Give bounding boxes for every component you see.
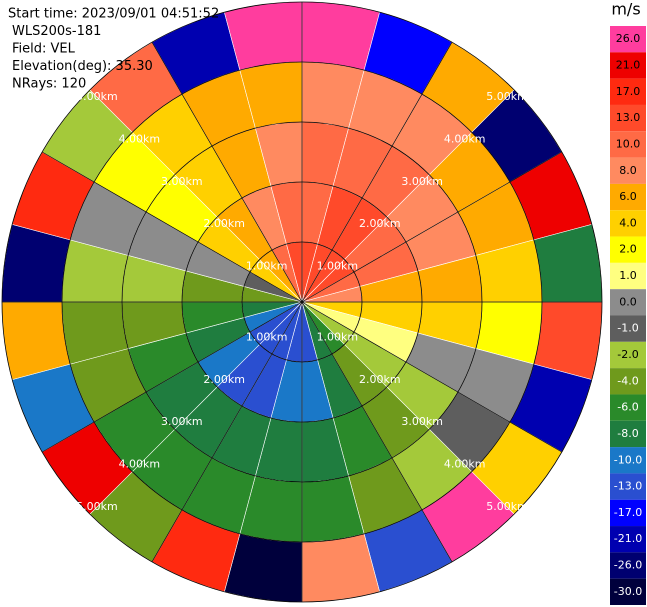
range-label: 1.00km [246,330,288,343]
range-label: 2.00km [359,217,401,230]
info-line: NRays: 120 [12,77,86,92]
range-label: 3.00km [161,175,203,188]
spoke [151,42,303,303]
colorbar-cell [610,104,646,132]
colorbar-cell [610,420,646,448]
colorbar-label: 1.0 [619,269,637,282]
range-label: 5.00km [76,500,118,513]
colorbar-label: 17.0 [616,85,641,98]
colorbar-label: 6.0 [619,190,637,203]
colorbar-label: -6.0 [617,401,638,414]
range-label: 1.00km [317,260,359,273]
colorbar-unit: m/s [611,0,640,19]
info-block: Start time: 2023/09/01 04:51:52 WLS200s-1… [8,7,219,92]
colorbar-cell [610,552,646,579]
colorbar-label: 21.0 [616,58,641,71]
spoke [42,301,303,453]
range-label: 3.00km [401,175,443,188]
range-label: 2.00km [203,373,245,386]
colorbar-cell [610,499,646,527]
range-label: 3.00km [401,415,443,428]
spoke [301,42,453,303]
range-label: 4.00km [119,132,161,145]
colorbar-cell [610,315,646,342]
colorbar-cell [610,447,646,474]
colorbar-cell [610,131,646,158]
colorbar-label: -17.0 [614,506,642,519]
ppi-plot: 1.00km 1.00km 1.00km 1.00km 2.00km 2.00km 2.00… [1,1,603,603]
colorbar-label: 13.0 [616,111,641,124]
colorbar-cell [610,262,646,290]
range-ring [121,121,483,483]
colorbar-label: 8.0 [619,164,637,177]
range-label: 1.00km [317,330,359,343]
range-ring [1,1,603,603]
range-label: 4.00km [119,458,161,471]
range-label: 5.00km [76,90,118,103]
spoke [301,301,562,453]
info-line: Field: VEL [12,42,76,57]
range-label: 2.00km [359,373,401,386]
colorbar-cell [610,78,646,105]
colorbar-cell [610,210,646,237]
colorbar-label: -21.0 [614,532,642,545]
range-ring [181,181,423,423]
colorbar-cell [610,289,646,316]
spoke [301,301,453,562]
colorbar-label: -2.0 [617,348,638,361]
colorbar-cell [610,157,646,184]
colorbar-cell [610,26,646,53]
range-ring [241,241,363,363]
colorbar-label: 10.0 [616,137,641,150]
colorbar-label: -10.0 [614,453,642,466]
colorbar-label: -13.0 [614,480,642,493]
colorbar-cell [610,473,646,500]
range-label: 5.00km [486,90,528,103]
info-line: Elevation(deg): 35.30 [12,59,153,74]
colorbar-label: -1.0 [617,322,638,335]
range-label: 3.00km [161,415,203,428]
info-line: Start time: 2023/09/01 04:51:52 [8,7,219,22]
colorbar-label: -8.0 [617,427,638,440]
colorbar-label: -30.0 [614,585,642,598]
colorbar-cell [610,368,646,395]
range-ring [61,61,543,543]
spoke [151,301,303,562]
range-label: 5.00km [486,500,528,513]
colorbar-cell [610,394,646,421]
range-label: 4.00km [444,132,486,145]
colorbar-label: 26.0 [616,32,641,45]
colorbar-cell [610,183,646,211]
colorbar-cell [610,236,646,263]
range-label: 4.00km [444,458,486,471]
spoke [42,151,303,303]
info-line: WLS200s-181 [12,24,101,39]
spoke [301,151,562,303]
colorbar-label: 4.0 [619,216,637,229]
colorbar-cell [610,52,646,79]
range-label: 2.00km [203,217,245,230]
colorbar-cell [610,341,646,369]
colorbar-label: 0.0 [619,295,637,308]
colorbar-label: 2.0 [619,243,637,256]
colorbar-label: -4.0 [617,374,638,387]
range-label: 1.00km [246,260,288,273]
colorbar-label: -26.0 [614,559,642,572]
colorbar-cell [610,578,646,605]
colorbar-cell [610,526,646,553]
